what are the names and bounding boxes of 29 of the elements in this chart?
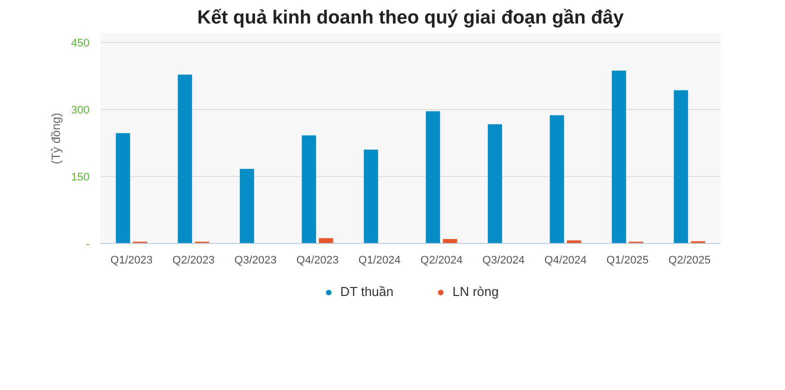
x-tick-label: Q3/2023 — [234, 254, 277, 266]
bar — [302, 135, 316, 244]
x-tick-label: Q2/2025 — [668, 254, 711, 266]
y-tick-label: 150 — [71, 171, 90, 184]
x-tick-label: Q4/2023 — [296, 254, 339, 266]
y-tick-label: 450 — [71, 37, 90, 50]
chart-title: Kết quả kinh doanh theo quý giai đoạn gần đây — [197, 8, 624, 28]
legend-label: LN ròng — [452, 284, 499, 299]
x-tick-label: Q2/2024 — [420, 254, 463, 266]
x-tick-label: Q1/2025 — [606, 254, 649, 266]
x-tick-label: Q1/2024 — [358, 254, 401, 266]
x-tick-label: Q3/2024 — [482, 254, 525, 266]
bar — [426, 111, 440, 244]
bar — [488, 124, 502, 244]
y-tick-label: - — [86, 238, 90, 250]
x-tick-label: Q2/2023 — [172, 254, 215, 266]
bar — [674, 90, 688, 244]
bar — [612, 70, 626, 244]
y-axis-title: (Tỷ đồng) — [49, 112, 64, 164]
legend-label: DT thuần — [340, 284, 394, 299]
bar — [550, 115, 564, 244]
bar — [178, 74, 192, 244]
y-tick-label: 300 — [71, 104, 90, 116]
bar — [116, 133, 130, 244]
bar — [318, 238, 334, 244]
bar — [364, 150, 378, 244]
bar — [240, 168, 254, 244]
x-tick-label: Q4/2024 — [544, 254, 587, 266]
x-tick-label: Q1/2023 — [110, 254, 153, 266]
